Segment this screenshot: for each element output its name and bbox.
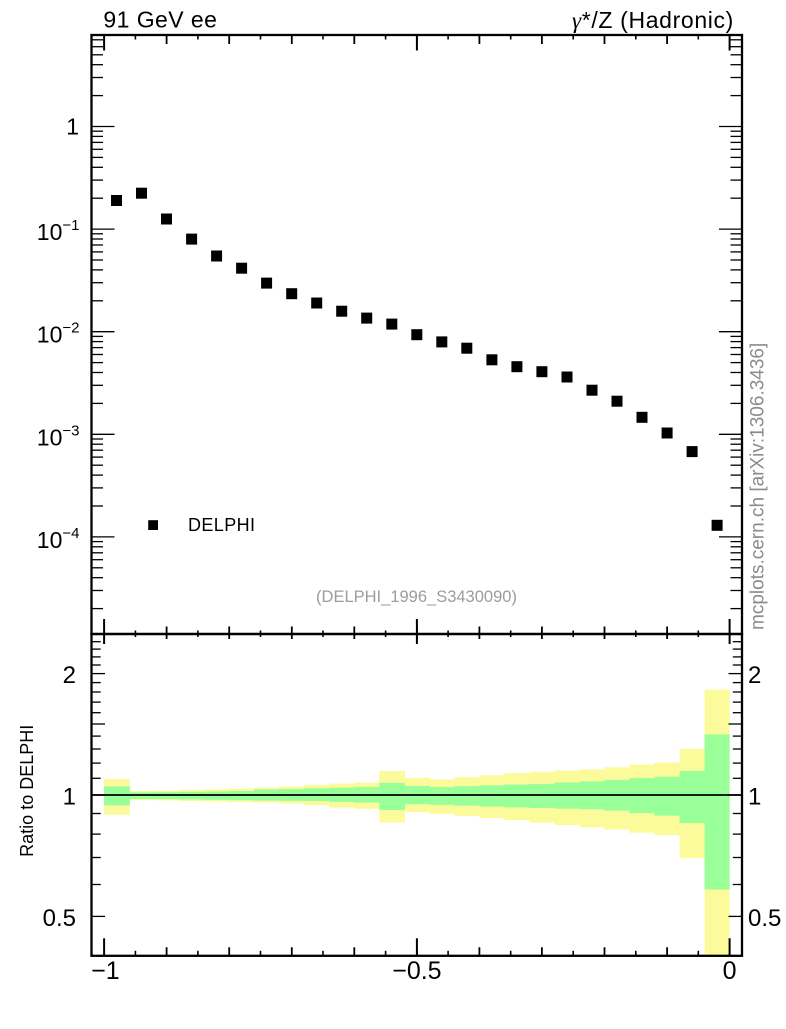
svg-text:0: 0 (723, 957, 737, 985)
svg-text:0.5: 0.5 (748, 905, 781, 932)
svg-text:91 GeV ee: 91 GeV ee (103, 7, 217, 33)
svg-text:γ*/Z (Hadronic): γ*/Z (Hadronic) (572, 7, 734, 33)
svg-text:1: 1 (66, 114, 79, 140)
svg-text:Ratio to DELPHI: Ratio to DELPHI (17, 725, 37, 857)
svg-text:−1: −1 (91, 957, 120, 985)
svg-text:1: 1 (748, 784, 761, 811)
svg-text:1: 1 (63, 784, 76, 811)
svg-text:DELPHI: DELPHI (188, 515, 255, 535)
svg-text:2: 2 (748, 662, 761, 689)
svg-text:−0.5: −0.5 (392, 957, 441, 985)
svg-text:0.5: 0.5 (43, 905, 76, 932)
svg-text:2: 2 (63, 662, 76, 689)
svg-text:mcplots.cern.ch [arXiv:1306.34: mcplots.cern.ch [arXiv:1306.3436] (748, 343, 769, 630)
svg-text:(DELPHI_1996_S3430090): (DELPHI_1996_S3430090) (316, 588, 517, 606)
